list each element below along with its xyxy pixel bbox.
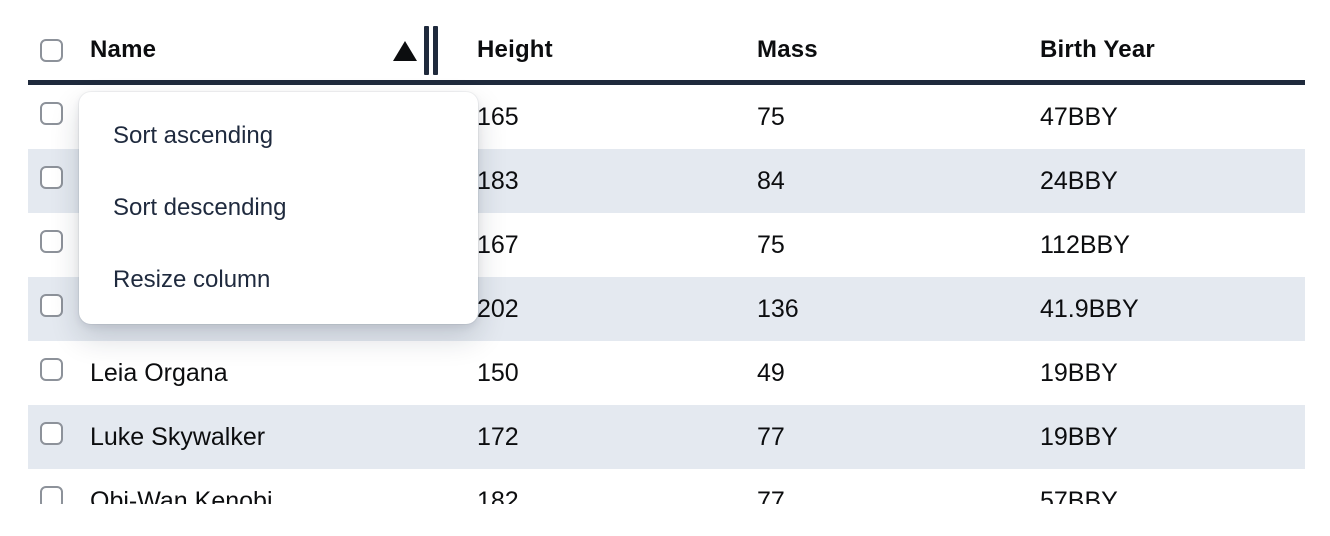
cell-mass: 49: [757, 358, 785, 387]
cell-birth-year: 112BBY: [1040, 230, 1130, 259]
cell-mass: 136: [757, 294, 799, 323]
cell-birth-year: 24BBY: [1040, 166, 1118, 195]
cell-height: 165: [477, 102, 519, 131]
column-header-name-label: Name: [90, 36, 157, 63]
table-row: Luke Skywalker 172 77 19BBY: [28, 405, 1305, 469]
row-checkbox[interactable]: [40, 358, 63, 381]
row-checkbox[interactable]: [40, 230, 63, 253]
row-checkbox-cell: [28, 102, 90, 132]
cell-mass: 75: [757, 230, 785, 259]
cell-birth-year: 57BBY: [1040, 486, 1118, 505]
row-checkbox[interactable]: [40, 294, 63, 317]
cell-height: 172: [477, 422, 519, 451]
cell-name: Luke Skywalker: [90, 422, 266, 451]
row-checkbox-cell: [28, 358, 90, 388]
table-header-row: Name Height Mass Birth Year: [28, 0, 1305, 85]
cell-mass: 77: [757, 422, 785, 451]
column-header-birth-year[interactable]: Birth Year: [1040, 0, 1305, 80]
cell-height: 182: [477, 486, 519, 505]
cell-height: 167: [477, 230, 519, 259]
table-row: Obi-Wan Kenobi 182 77 57BBY: [28, 469, 1305, 504]
cell-mass: 77: [757, 486, 785, 505]
column-resize-handle[interactable]: [424, 26, 438, 75]
cell-name: Obi-Wan Kenobi: [90, 486, 273, 505]
column-header-mass-label: Mass: [757, 36, 818, 63]
sort-ascending-icon: [393, 41, 417, 61]
row-checkbox-cell: [28, 230, 90, 260]
row-checkbox-cell: [28, 166, 90, 196]
column-header-name[interactable]: Name: [90, 0, 477, 80]
cell-name: Leia Organa: [90, 358, 228, 387]
cell-birth-year: 19BBY: [1040, 422, 1118, 451]
column-context-menu: Sort ascending Sort descending Resize co…: [79, 92, 478, 324]
menu-item-sort-ascending[interactable]: Sort ascending: [113, 122, 274, 149]
column-header-birth-year-label: Birth Year: [1040, 36, 1155, 63]
column-header-height[interactable]: Height: [477, 0, 757, 80]
cell-height: 202: [477, 294, 519, 323]
resize-bar-icon: [433, 26, 438, 75]
cell-height: 150: [477, 358, 519, 387]
menu-item-resize-column[interactable]: Resize column: [113, 266, 271, 293]
row-checkbox[interactable]: [40, 102, 63, 125]
header-checkbox-cell: [28, 0, 90, 80]
row-checkbox-cell: [28, 422, 90, 452]
select-all-checkbox[interactable]: [40, 38, 63, 62]
cell-height: 183: [477, 166, 519, 195]
row-checkbox-cell: [28, 294, 90, 324]
cell-birth-year: 19BBY: [1040, 358, 1118, 387]
resize-bar-icon: [424, 26, 429, 75]
column-header-height-label: Height: [477, 36, 553, 63]
cell-mass: 84: [757, 166, 785, 195]
cell-birth-year: 41.9BBY: [1040, 294, 1139, 323]
cell-birth-year: 47BBY: [1040, 102, 1118, 131]
cell-mass: 75: [757, 102, 785, 131]
table-row: Leia Organa 150 49 19BBY: [28, 341, 1305, 405]
row-checkbox-cell: [28, 486, 90, 504]
row-checkbox[interactable]: [40, 422, 63, 445]
menu-item-sort-descending[interactable]: Sort descending: [113, 194, 287, 221]
row-checkbox[interactable]: [40, 166, 63, 189]
row-checkbox[interactable]: [40, 486, 63, 504]
column-header-mass[interactable]: Mass: [757, 0, 1040, 80]
